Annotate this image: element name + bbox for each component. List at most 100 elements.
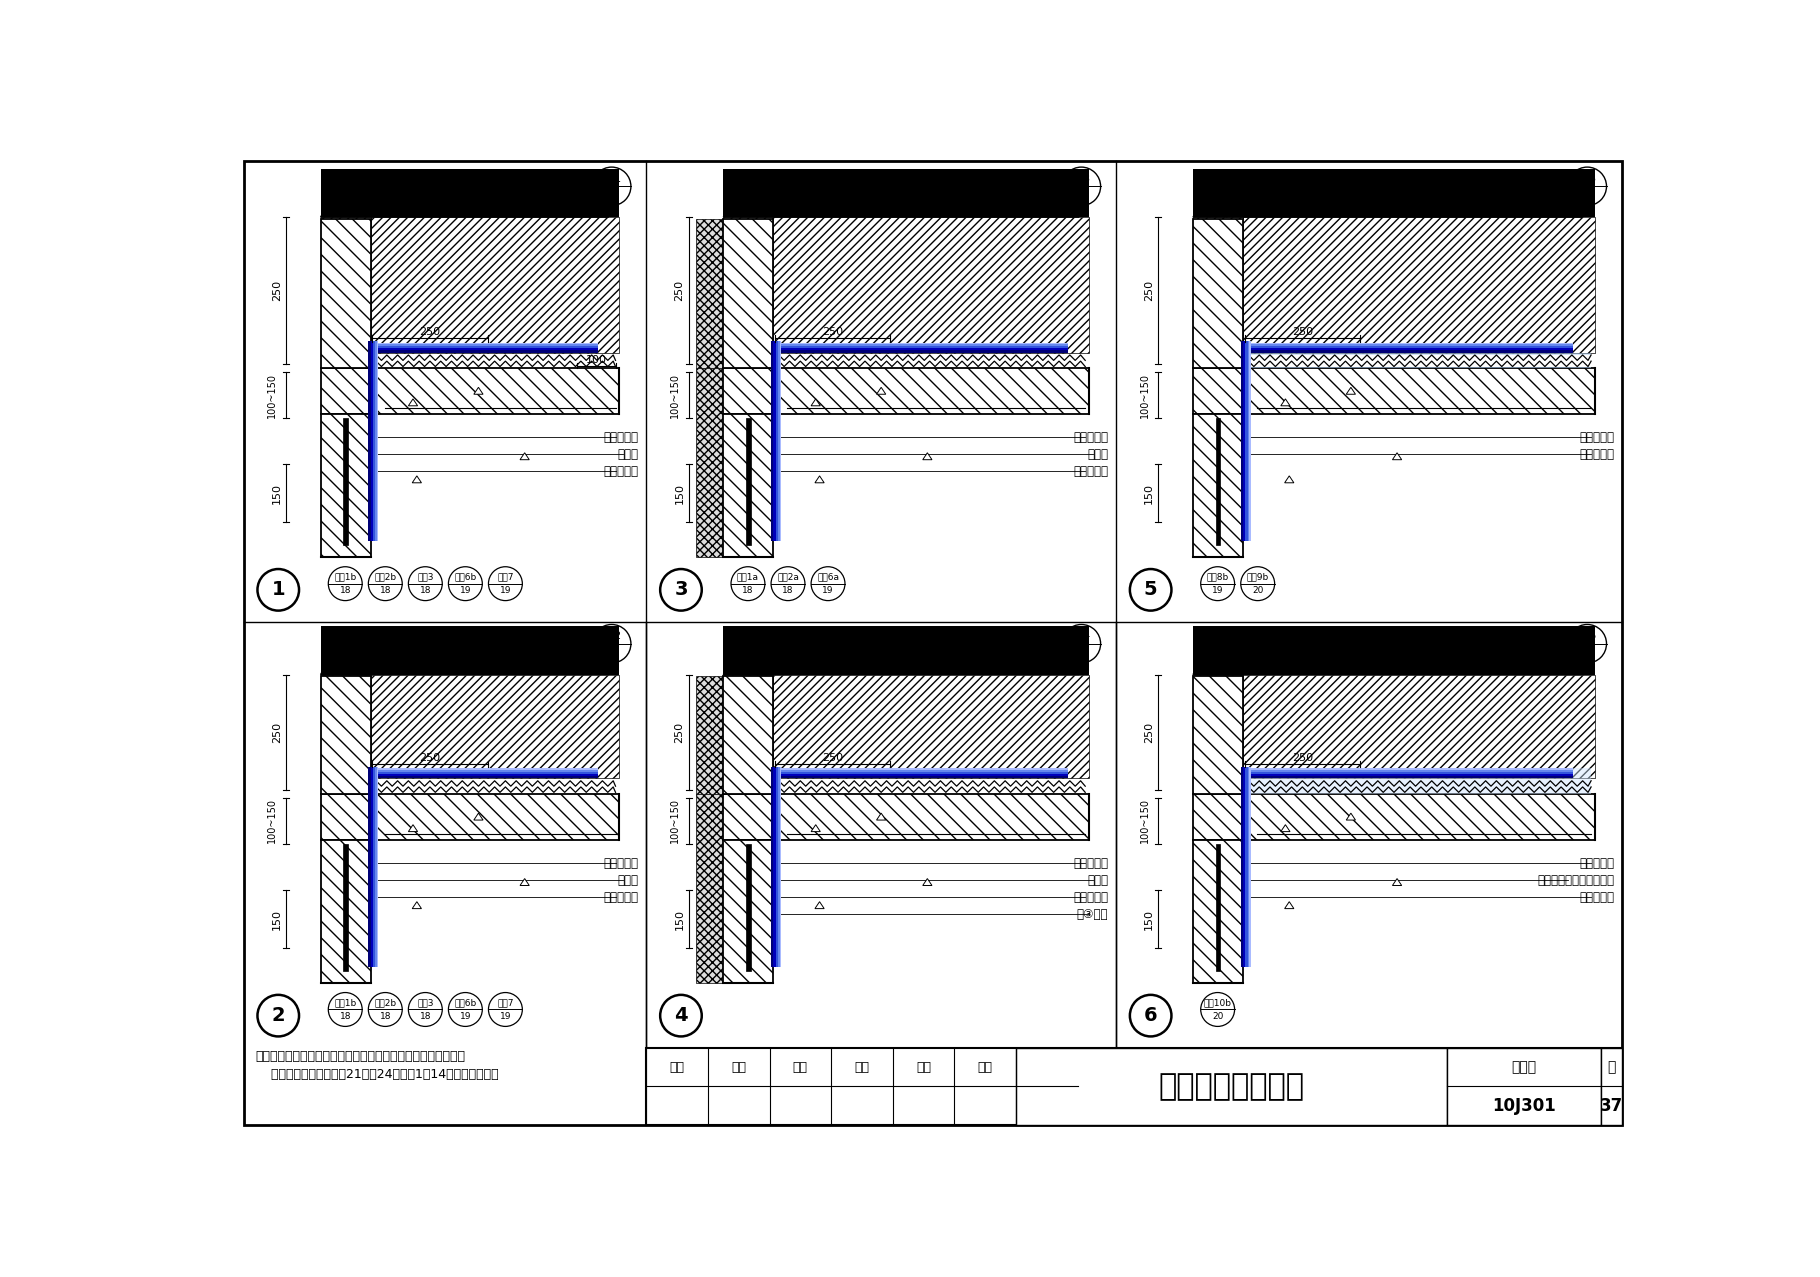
Bar xyxy=(368,342,597,345)
Bar xyxy=(772,342,1068,345)
Bar xyxy=(746,418,750,545)
Polygon shape xyxy=(371,202,388,217)
Polygon shape xyxy=(808,202,824,217)
Text: 郭景: 郭景 xyxy=(732,1061,746,1074)
Text: 24: 24 xyxy=(604,189,619,199)
Polygon shape xyxy=(875,202,894,217)
Polygon shape xyxy=(843,659,859,674)
Text: 250: 250 xyxy=(271,280,282,301)
Polygon shape xyxy=(457,659,473,674)
Polygon shape xyxy=(1345,202,1363,217)
Text: 100~150: 100~150 xyxy=(268,373,277,418)
Bar xyxy=(746,844,750,971)
Bar xyxy=(320,217,371,352)
Text: 外墙6a: 外墙6a xyxy=(817,572,839,581)
Text: 100~150: 100~150 xyxy=(1139,373,1150,418)
Bar xyxy=(368,345,597,346)
Text: 施工缝: 施工缝 xyxy=(1087,873,1108,886)
Text: 施工缝: 施工缝 xyxy=(617,448,639,461)
Bar xyxy=(320,840,371,982)
Bar xyxy=(774,341,775,541)
Text: 20: 20 xyxy=(1212,1013,1223,1022)
Text: 250: 250 xyxy=(823,327,843,337)
Polygon shape xyxy=(508,202,524,217)
Text: 250: 250 xyxy=(1145,280,1154,301)
Polygon shape xyxy=(457,202,473,217)
Polygon shape xyxy=(1243,659,1261,674)
Text: 25: 25 xyxy=(1076,189,1088,199)
Bar xyxy=(1602,1048,1622,1125)
Bar xyxy=(368,769,597,770)
Bar xyxy=(368,349,597,350)
Polygon shape xyxy=(408,398,417,406)
Bar xyxy=(772,771,1068,774)
Polygon shape xyxy=(1063,202,1079,217)
Polygon shape xyxy=(910,202,926,217)
Bar xyxy=(320,676,371,794)
Text: 250: 250 xyxy=(1292,327,1312,337)
Text: 施工缝: 施工缝 xyxy=(617,873,639,886)
Text: 6: 6 xyxy=(1143,1006,1158,1025)
Text: 外墙3: 外墙3 xyxy=(417,572,433,581)
Text: 密封膏密封: 密封膏密封 xyxy=(604,857,639,870)
Text: 250: 250 xyxy=(419,327,440,337)
Text: 3: 3 xyxy=(673,580,688,599)
Polygon shape xyxy=(923,879,932,885)
Polygon shape xyxy=(923,453,932,460)
Text: 18: 18 xyxy=(783,586,794,595)
Text: 审核: 审核 xyxy=(670,1061,684,1074)
Polygon shape xyxy=(1210,659,1227,674)
Polygon shape xyxy=(473,387,482,395)
Polygon shape xyxy=(388,202,406,217)
Text: 19: 19 xyxy=(460,1013,471,1022)
Text: 150: 150 xyxy=(675,908,684,930)
Bar xyxy=(1194,794,1594,840)
Polygon shape xyxy=(1565,202,1583,217)
Bar xyxy=(723,169,1088,217)
Text: 18: 18 xyxy=(420,586,431,595)
Polygon shape xyxy=(1549,659,1565,674)
Text: 250: 250 xyxy=(823,753,843,764)
Polygon shape xyxy=(1285,476,1294,483)
Text: 150: 150 xyxy=(675,483,684,503)
Text: 密封膏密封: 密封膏密封 xyxy=(1074,430,1108,444)
Text: 外墙9b: 外墙9b xyxy=(1247,572,1269,581)
Text: 24: 24 xyxy=(604,647,619,656)
Polygon shape xyxy=(1194,659,1210,674)
Polygon shape xyxy=(1481,659,1498,674)
Polygon shape xyxy=(757,202,774,217)
Polygon shape xyxy=(1294,659,1312,674)
Bar xyxy=(1016,1048,1447,1125)
Polygon shape xyxy=(1281,825,1290,831)
Bar xyxy=(723,368,1088,414)
Polygon shape xyxy=(741,202,757,217)
Polygon shape xyxy=(406,659,422,674)
Polygon shape xyxy=(1194,202,1210,217)
Polygon shape xyxy=(473,813,482,820)
Bar xyxy=(1194,218,1243,368)
Polygon shape xyxy=(1028,202,1045,217)
Text: 外墙2b: 外墙2b xyxy=(375,997,397,1006)
Bar xyxy=(368,771,597,774)
Text: 外墙1b: 外墙1b xyxy=(335,997,357,1006)
Polygon shape xyxy=(406,202,422,217)
Bar xyxy=(774,217,1088,352)
Text: 附加防水层: 附加防水层 xyxy=(1074,890,1108,904)
Text: 4: 4 xyxy=(673,1006,688,1025)
Polygon shape xyxy=(1514,659,1532,674)
Text: 150: 150 xyxy=(271,483,282,503)
Text: 设计: 设计 xyxy=(915,1061,932,1074)
Polygon shape xyxy=(1392,879,1401,885)
Text: 密封膏密封: 密封膏密封 xyxy=(1074,857,1108,870)
Text: 附加防水层: 附加防水层 xyxy=(1074,465,1108,478)
Text: 19: 19 xyxy=(460,586,471,595)
Text: 种顶3: 种顶3 xyxy=(1072,174,1090,184)
Polygon shape xyxy=(1565,659,1583,674)
Text: 18: 18 xyxy=(340,1013,351,1022)
Bar xyxy=(1194,676,1243,794)
Bar xyxy=(368,350,597,352)
Bar xyxy=(697,218,723,368)
Polygon shape xyxy=(1347,813,1356,820)
Text: 外墙6b: 外墙6b xyxy=(455,572,477,581)
Polygon shape xyxy=(741,659,757,674)
